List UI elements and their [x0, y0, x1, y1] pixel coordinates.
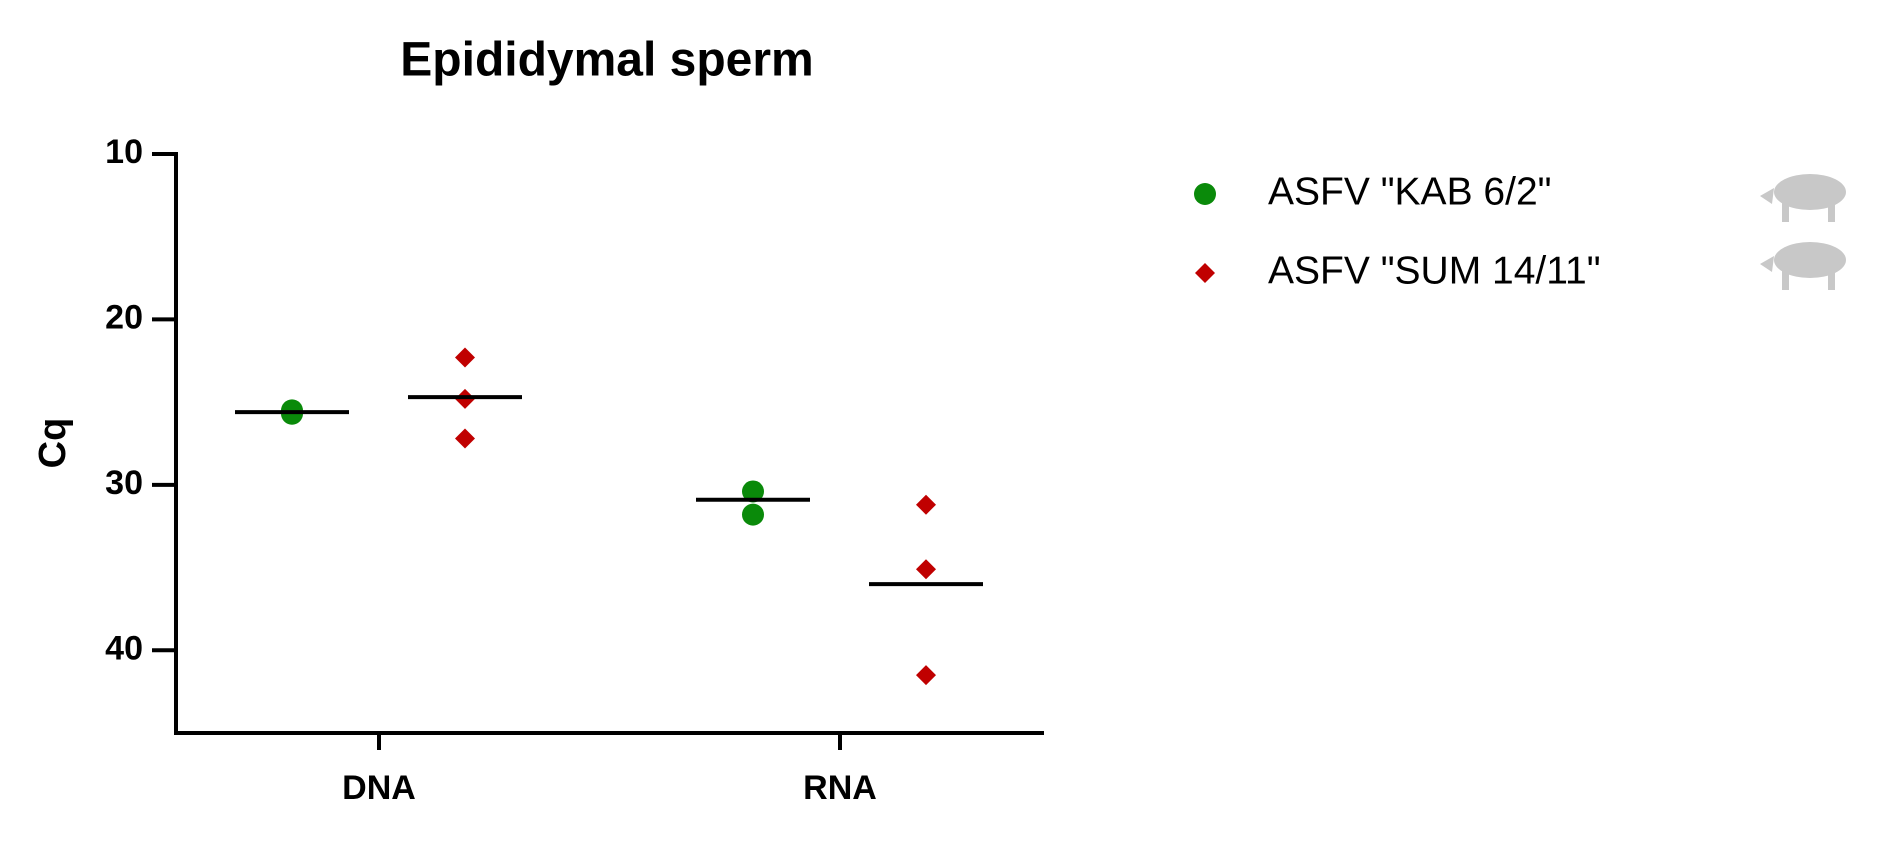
y-tick-label: 30	[105, 464, 143, 502]
data-point	[916, 665, 936, 686]
legend-marker	[1194, 183, 1216, 205]
data-point	[742, 480, 764, 503]
data-point	[742, 503, 764, 526]
data-point	[916, 494, 936, 515]
pig-icon	[1760, 174, 1846, 222]
y-tick-label: 40	[105, 629, 143, 667]
legend-label: ASFV "SUM 14/11"	[1268, 249, 1601, 292]
data-point	[455, 428, 475, 449]
y-tick-label: 20	[105, 298, 143, 336]
chart-title: Epididymal sperm	[400, 34, 813, 87]
data-point	[916, 559, 936, 580]
x-tick-label: RNA	[803, 769, 877, 807]
legend-label: ASFV "KAB 6/2"	[1268, 170, 1551, 213]
y-axis-label: Cq	[32, 418, 74, 469]
y-tick-label: 10	[105, 133, 143, 171]
legend-marker	[1195, 263, 1215, 283]
pig-icon	[1760, 242, 1846, 290]
x-tick-label: DNA	[342, 769, 416, 807]
data-point	[455, 347, 475, 368]
